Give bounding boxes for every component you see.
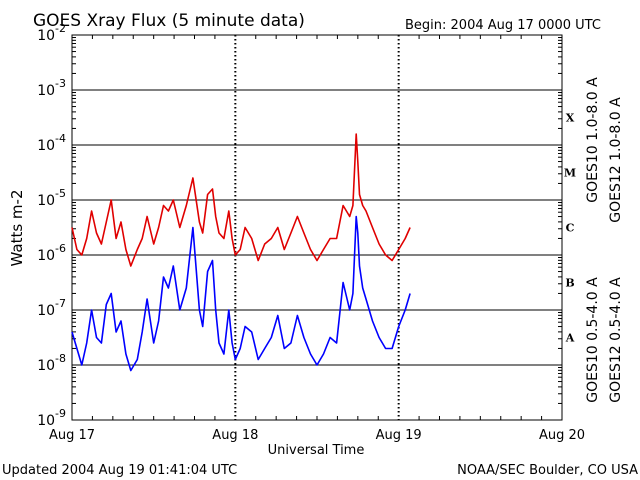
flare-class-label: M xyxy=(564,167,576,180)
x-axis-label: Universal Time xyxy=(268,443,365,458)
y-tick-label: 10-2 xyxy=(37,22,66,44)
y-tick-label: 10-3 xyxy=(37,77,66,99)
y-tick-label: 10-4 xyxy=(37,132,66,154)
legend-goes10-long: GOES10 1.0-8.0 A xyxy=(585,77,601,203)
y-tick-label: 10-7 xyxy=(37,297,66,319)
y-tick-label: 10-5 xyxy=(37,187,66,209)
series-line-goes12-short xyxy=(71,215,411,372)
y-tick-label: 10-6 xyxy=(37,242,66,264)
flare-class-label: X xyxy=(566,112,575,125)
begin-label: Begin: 2004 Aug 17 0000 UTC xyxy=(405,18,601,33)
updated-label: Updated 2004 Aug 19 01:41:04 UTC xyxy=(2,463,237,478)
series-lines xyxy=(71,133,411,372)
y-axis-label: Watts m-2 xyxy=(8,190,26,267)
x-tick-label: Aug 18 xyxy=(212,428,258,443)
credit-label: NOAA/SEC Boulder, CO USA xyxy=(457,463,638,478)
flare-class-label: A xyxy=(565,332,575,345)
grid-lines xyxy=(72,89,562,366)
legend-goes12-long: GOES12 1.0-8.0 A xyxy=(608,97,624,223)
flare-class-label: C xyxy=(566,222,575,235)
x-tick-label: Aug 17 xyxy=(49,428,95,443)
series-line-goes12-long xyxy=(71,133,411,267)
x-axis-ticks: Aug 17 Aug 18 Aug 19 Aug 20 xyxy=(49,35,585,443)
legend-goes12-short: GOES12 0.5-4.0 A xyxy=(608,277,624,403)
x-tick-label: Aug 20 xyxy=(539,428,585,443)
flare-class-labels: X M C B A xyxy=(564,112,576,345)
y-tick-label: 10-9 xyxy=(37,407,66,429)
chart-title: GOES Xray Flux (5 minute data) xyxy=(33,11,305,31)
x-tick-label: Aug 19 xyxy=(376,428,422,443)
flare-class-label: B xyxy=(565,277,574,290)
legend-goes10-short: GOES10 0.5-4.0 A xyxy=(585,277,601,403)
plot-frame xyxy=(71,34,563,421)
y-axis-ticks: 10-2 10-3 10-4 10-5 10-6 10-7 10-8 10-9 xyxy=(37,22,562,429)
y-tick-label: 10-8 xyxy=(37,352,66,374)
